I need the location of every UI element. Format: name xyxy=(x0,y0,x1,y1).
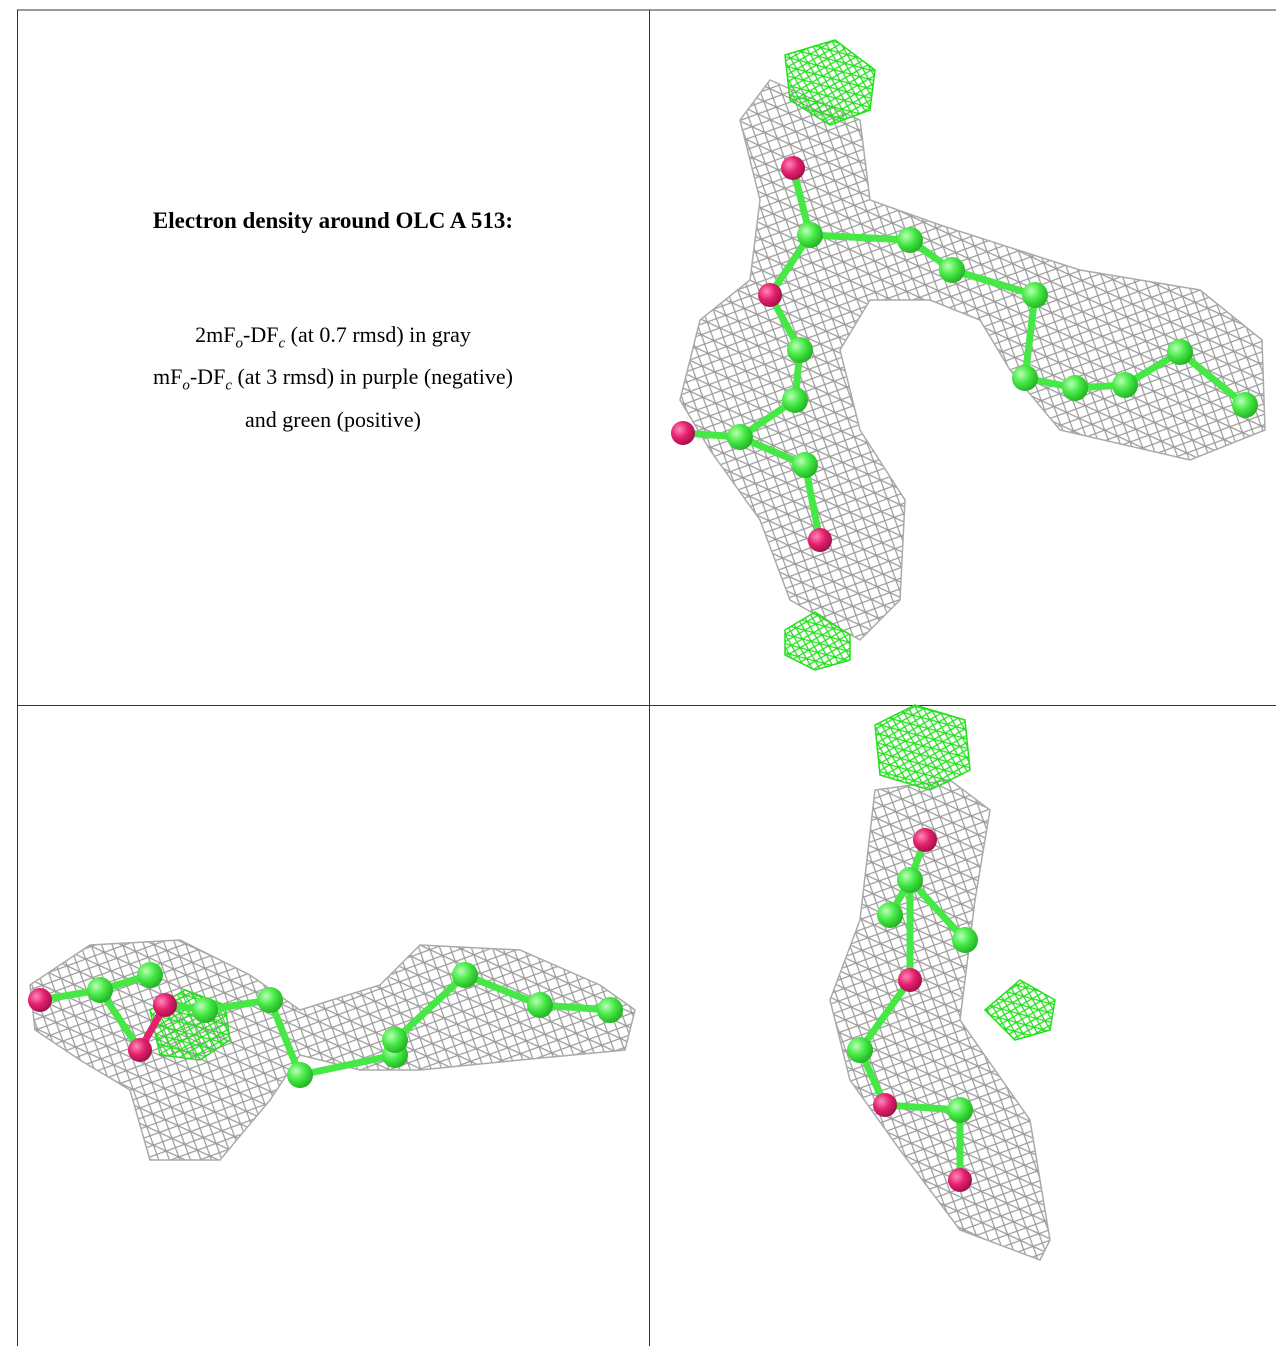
caption-text: -DF xyxy=(189,364,226,390)
carbon-atom xyxy=(782,387,808,413)
carbon-atom xyxy=(87,977,113,1003)
caption-text: (at 0.7 rmsd) in gray xyxy=(285,322,471,347)
caption-text: mF xyxy=(153,364,183,390)
bond xyxy=(948,266,1039,299)
oxygen-atom xyxy=(898,968,922,992)
bond xyxy=(856,976,914,1054)
caption-text: -DF xyxy=(243,322,279,347)
carbon-atom xyxy=(727,424,753,450)
panel-caption: 2mFo-DFc (at 0.7 rmsd) in gray mFo-DFc (a… xyxy=(17,318,649,436)
oxygen-atom xyxy=(28,988,52,1012)
bond xyxy=(266,996,304,1079)
density-mesh xyxy=(829,779,1051,1261)
carbon-atom xyxy=(847,1037,873,1063)
carbon-atom xyxy=(192,997,218,1023)
oxygen-atom xyxy=(128,1038,152,1062)
carbon-atom xyxy=(257,987,283,1013)
caption-text: 2mF xyxy=(195,322,236,347)
carbon-atom xyxy=(877,902,903,928)
carbon-atom xyxy=(1012,365,1038,391)
caption-text: and green (positive) xyxy=(245,406,421,432)
bond xyxy=(461,971,544,1009)
panel-title: Electron density around OLC A 513: xyxy=(152,208,514,233)
subscript: o xyxy=(235,335,244,352)
positive-mesh xyxy=(874,704,971,791)
oxygen-atom xyxy=(781,156,805,180)
bond xyxy=(1176,348,1249,409)
carbon-atom xyxy=(287,1062,313,1088)
carbon-atom xyxy=(797,222,823,248)
caption-line: and green (positive) xyxy=(17,403,649,436)
bond xyxy=(1021,291,1039,382)
oxygen-atom xyxy=(758,283,782,307)
bond xyxy=(296,1051,399,1079)
bond xyxy=(906,876,969,944)
oxygen-atom xyxy=(808,528,832,552)
carbon-atom xyxy=(1022,282,1048,308)
carbon-atom xyxy=(947,1097,973,1123)
carbon-atom xyxy=(952,927,978,953)
carbon-atom xyxy=(1232,392,1258,418)
density-mesh xyxy=(679,79,1266,641)
density-images xyxy=(28,39,1266,1261)
table-borders xyxy=(17,9,1276,1346)
positive-mesh xyxy=(784,611,851,671)
positive-mesh xyxy=(784,39,876,126)
caption-line: 2mFo-DFc (at 0.7 rmsd) in gray xyxy=(17,318,649,360)
carbon-atom xyxy=(792,452,818,478)
oxygen-atom xyxy=(671,421,695,445)
oxygen-atom xyxy=(153,993,177,1017)
oxygen-atom xyxy=(873,1093,897,1117)
carbon-atom xyxy=(1062,375,1088,401)
carbon-atom xyxy=(1167,339,1193,365)
subscript: c xyxy=(278,335,286,352)
carbon-atom xyxy=(897,867,923,893)
subscript: c xyxy=(225,377,232,394)
density-mesh xyxy=(29,939,636,1161)
positive-mesh xyxy=(983,979,1056,1041)
bond xyxy=(391,971,469,1044)
caption-line: mFo-DFc (at 3 rmsd) in purple (negative) xyxy=(17,360,649,402)
oxygen-atom xyxy=(913,828,937,852)
carbon-atom xyxy=(382,1027,408,1053)
carbon-atom xyxy=(939,257,965,283)
subscript: o xyxy=(182,377,190,394)
oxygen-atom xyxy=(948,1168,972,1192)
carbon-atom xyxy=(1112,372,1138,398)
carbon-atom xyxy=(897,227,923,253)
carbon-atom xyxy=(452,962,478,988)
caption-text: (at 3 rmsd) in purple (negative) xyxy=(231,364,513,390)
carbon-atom xyxy=(597,997,623,1023)
carbon-atom xyxy=(787,337,813,363)
carbon-atom xyxy=(527,992,553,1018)
carbon-atom xyxy=(137,962,163,988)
bond xyxy=(806,231,914,244)
